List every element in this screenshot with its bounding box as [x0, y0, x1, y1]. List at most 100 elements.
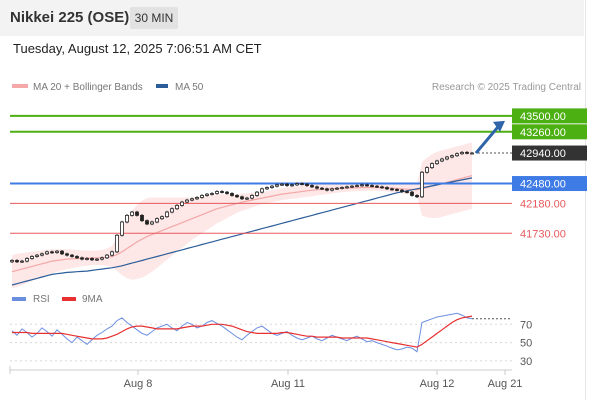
candle-body — [50, 251, 54, 254]
candle-body — [90, 258, 94, 261]
candle-body — [415, 195, 419, 198]
right-border — [585, 0, 586, 400]
candle-body — [195, 197, 199, 200]
level-badge-42480.00 — [512, 176, 587, 192]
candle-body — [275, 184, 279, 187]
forecast-arrow-shaft — [474, 125, 500, 154]
candle-body — [30, 256, 34, 259]
candle-body — [430, 163, 434, 169]
timestamp: Tuesday, August 12, 2025 7:06:51 AM CET — [13, 41, 262, 56]
candle-body — [380, 186, 384, 189]
candle-body — [15, 260, 19, 263]
candle-body — [40, 253, 44, 256]
candle-body — [360, 184, 364, 187]
rsi-tick-30: 30 — [520, 356, 532, 368]
candle-body — [280, 183, 284, 186]
candle-body — [315, 186, 319, 189]
candle-body — [425, 167, 429, 173]
chart-header: Nikkei 225 (OSE) 30 MIN — [0, 0, 584, 36]
candle-body — [465, 151, 469, 154]
bollinger-bands — [12, 142, 472, 289]
candle-body — [20, 260, 24, 263]
candle-body — [240, 196, 244, 200]
moving-averages — [11, 175, 473, 286]
candle-body — [220, 191, 224, 193]
candle-body — [325, 188, 329, 191]
candle-body — [35, 254, 39, 257]
x-tick-label: Aug 21 — [488, 378, 523, 390]
candle-body — [45, 251, 49, 255]
copyright: Research © 2025 Trading Central — [432, 82, 581, 93]
level-badge-43260.00 — [512, 124, 587, 140]
candle-body — [80, 257, 84, 260]
candle-body — [470, 152, 474, 155]
forecast-arrow-head — [493, 120, 505, 132]
candle-body — [105, 254, 109, 259]
candle-body — [120, 221, 124, 236]
candle-body — [215, 191, 219, 194]
candle-body — [185, 199, 189, 203]
ma20-line — [11, 175, 473, 273]
candle-body — [85, 258, 89, 260]
candle-body — [295, 183, 299, 186]
candle-body — [265, 187, 269, 190]
candle-body — [420, 171, 424, 198]
ma9-legend-label: 9MA — [82, 294, 103, 305]
ma50-legend-swatch — [156, 84, 168, 88]
candle-body — [175, 205, 179, 210]
candle-body — [230, 193, 234, 196]
candle-body — [445, 156, 449, 160]
ma20-legend-label: MA 20 + Bollinger Bands — [33, 82, 143, 93]
x-tick-label: Aug 11 — [271, 378, 305, 390]
candle-body — [255, 191, 259, 196]
candle-body — [345, 186, 349, 189]
candle-body — [110, 251, 114, 256]
ma9-legend-swatch — [62, 297, 76, 301]
candle-body — [210, 193, 214, 195]
candle-body — [245, 197, 249, 200]
candle-body — [385, 187, 389, 190]
candle-body — [300, 183, 304, 185]
candle-body — [200, 195, 204, 198]
price-levels — [10, 114, 512, 234]
candle-body — [310, 185, 314, 188]
forecast-arrow — [474, 120, 505, 154]
candle-body — [355, 185, 359, 187]
candle-body — [405, 191, 409, 193]
candle-body — [190, 198, 194, 201]
candle-body — [330, 188, 334, 191]
candle-body — [320, 187, 324, 190]
candles — [10, 151, 474, 263]
candle-body — [340, 187, 344, 189]
instrument-title: Nikkei 225 (OSE) — [10, 9, 130, 26]
candle-body — [95, 258, 99, 261]
candle-body — [160, 216, 164, 220]
candle-body — [60, 250, 64, 255]
candle-body — [290, 184, 294, 187]
rsi-legend-swatch — [12, 297, 26, 301]
level-label-42940.00: 42940.00 — [520, 148, 566, 160]
level-badge-42940.00 — [512, 145, 587, 161]
candle-body — [125, 214, 129, 223]
timeframe-badge[interactable]: 30 MIN — [130, 7, 178, 29]
rsi-legend-label: RSI — [33, 294, 50, 305]
candle-body — [455, 153, 459, 157]
level-label-43500.00: 43500.00 — [520, 111, 566, 123]
ma50-legend-label: MA 50 — [175, 82, 204, 93]
candle-body — [180, 201, 184, 206]
candle-body — [435, 160, 439, 165]
level-badge-43500.00 — [512, 108, 587, 124]
candle-body — [225, 191, 229, 194]
x-tick-label: Aug 12 — [420, 378, 455, 390]
candle-body — [285, 183, 289, 186]
candle-body — [140, 214, 144, 222]
candle-body — [305, 183, 309, 186]
candle-body — [130, 211, 134, 216]
candle-body — [440, 158, 444, 162]
level-labels: 43500.00 43260.00 42940.00 42480.00 42180.00… — [512, 108, 587, 240]
rsi-tick-70: 70 — [520, 319, 532, 331]
candle-body — [70, 254, 74, 257]
candle-body — [235, 195, 239, 198]
candle-body — [375, 185, 379, 188]
